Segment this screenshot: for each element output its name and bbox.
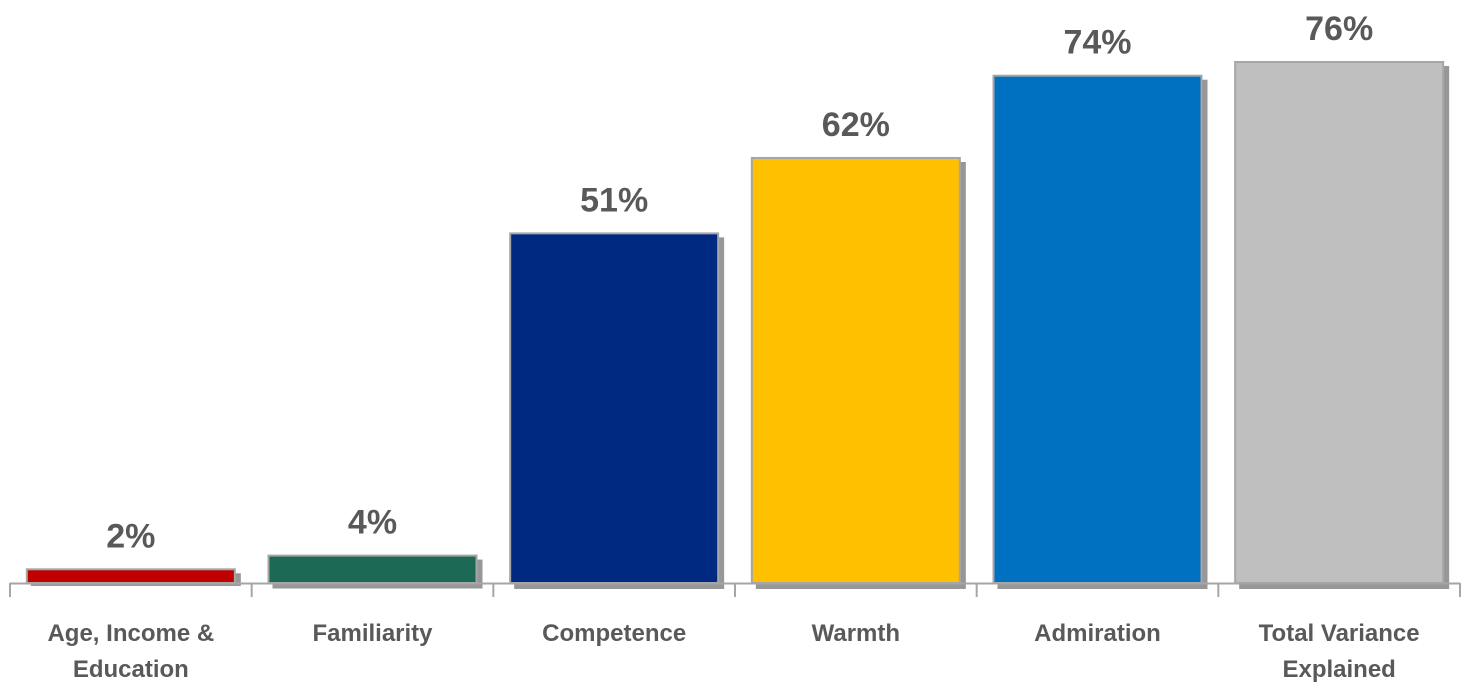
- bar-1: [267, 554, 478, 584]
- category-label-line: Age, Income &: [47, 620, 214, 647]
- category-label-5: Total Variance Explained: [1259, 620, 1420, 683]
- category-label-line: Explained: [1282, 656, 1395, 683]
- category-label-line: Admiration: [1034, 620, 1161, 647]
- bars-layer: [25, 61, 1445, 585]
- category-label-line: Total Variance: [1259, 620, 1420, 647]
- category-label-line: Competence: [542, 620, 686, 647]
- bar-4: [992, 74, 1203, 584]
- data-label-0: 2%: [106, 517, 155, 555]
- data-label-5: 76%: [1305, 10, 1373, 48]
- data-label-4: 74%: [1063, 24, 1131, 62]
- category-label-line: Education: [73, 656, 189, 683]
- category-label-line: Warmth: [812, 620, 900, 647]
- data-label-3: 62%: [822, 106, 890, 144]
- bar-0: [25, 568, 236, 585]
- category-label-2: Competence: [542, 620, 686, 647]
- category-label-4: Admiration: [1034, 620, 1161, 647]
- x-axis: [9, 582, 1461, 597]
- data-label-2: 51%: [580, 181, 648, 219]
- category-label-1: Familiarity: [312, 620, 433, 647]
- labels-layer: 2% Age, Income & Education 4% Familiarity 51%…: [47, 10, 1419, 683]
- category-label-line: Familiarity: [312, 620, 433, 647]
- bar-5: [1234, 61, 1445, 584]
- bar-3: [750, 156, 961, 584]
- category-label-3: Warmth: [812, 620, 900, 647]
- data-label-1: 4%: [348, 504, 397, 542]
- category-label-0: Age, Income & Education: [47, 620, 214, 683]
- bar-2: [509, 232, 720, 584]
